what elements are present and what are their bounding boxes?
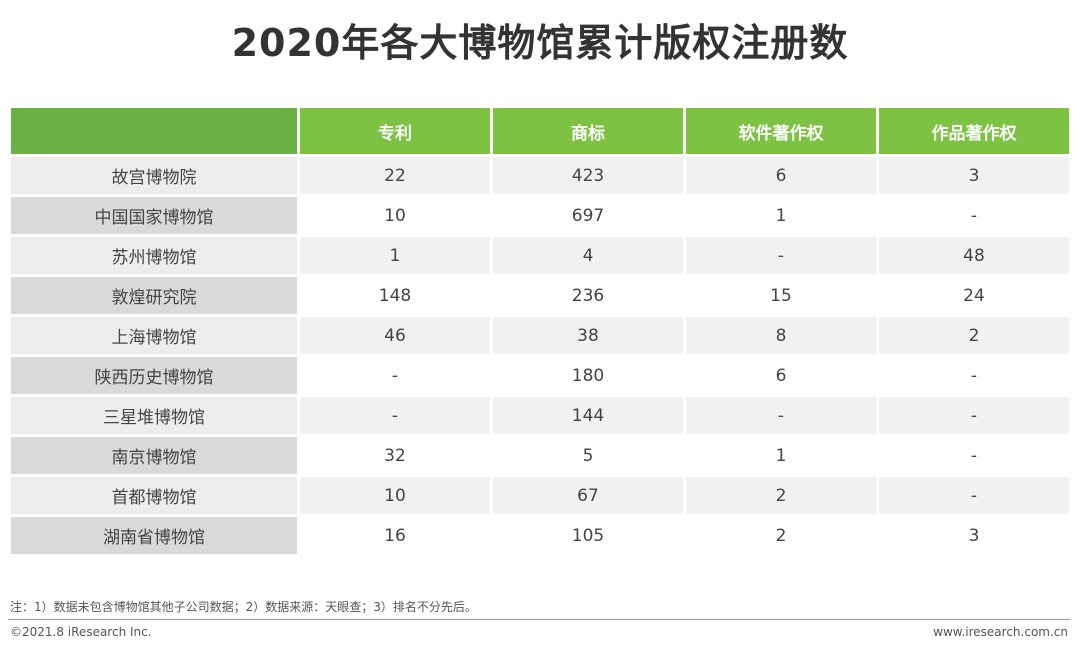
value-cell: - [879,397,1069,434]
value-cell: - [300,397,490,434]
column-header: 商标 [493,108,683,154]
row-name-cell: 陕西历史博物馆 [11,357,297,394]
column-header: 软件著作权 [686,108,876,154]
table-row: 苏州博物馆 1 4-48 [11,237,1069,274]
table-row: 中国国家博物馆 10 697 1- [11,197,1069,234]
table-row: 敦煌研究院 148 236 15 24 [11,277,1069,314]
value-cell: 423 [493,157,683,194]
website-text: www.iresearch.com.cn [933,625,1068,639]
row-name-cell: 三星堆博物馆 [11,397,297,434]
table-row: 南京博物馆 32 5 1- [11,437,1069,474]
row-name-cell: 湖南省博物馆 [11,517,297,554]
table-row: 故宫博物院 22 423 6 3 [11,157,1069,194]
value-cell: 180 [493,357,683,394]
row-name-cell: 中国国家博物馆 [11,197,297,234]
copyright-text: ©2021.8 iResearch Inc. [10,625,152,639]
row-name-cell: 敦煌研究院 [11,277,297,314]
column-header: 作品著作权 [879,108,1069,154]
table-row: 上海博物馆 46 38 8 2 [11,317,1069,354]
table-row: 陕西历史博物馆 -180 6- [11,357,1069,394]
value-cell: - [879,197,1069,234]
value-cell: - [879,357,1069,394]
value-cell: 10 [300,477,490,514]
footer-divider [8,619,1070,620]
table-row: 首都博物馆 10 67 2- [11,477,1069,514]
value-cell: - [686,397,876,434]
value-cell: 5 [493,437,683,474]
footnote: 注：1）数据未包含博物馆其他子公司数据；2）数据来源：天眼查；3）排名不分先后。 [10,600,477,614]
value-cell: 6 [686,157,876,194]
value-cell: 3 [879,517,1069,554]
value-cell: - [686,237,876,274]
value-cell: 2 [879,317,1069,354]
table-header-row: 专利 商标 软件著作权 作品著作权 [11,108,1069,154]
row-name-cell: 苏州博物馆 [11,237,297,274]
value-cell: - [879,477,1069,514]
value-cell: 38 [493,317,683,354]
value-cell: 22 [300,157,490,194]
value-cell: 105 [493,517,683,554]
value-cell: 3 [879,157,1069,194]
value-cell: 24 [879,277,1069,314]
row-name-cell: 南京博物馆 [11,437,297,474]
value-cell: 1 [686,437,876,474]
value-cell: 1 [686,197,876,234]
column-header: 专利 [300,108,490,154]
value-cell: 4 [493,237,683,274]
value-cell: - [300,357,490,394]
header-corner-cell [11,108,297,154]
value-cell: 32 [300,437,490,474]
value-cell: 236 [493,277,683,314]
page-title: 2020年各大博物馆累计版权注册数 [231,21,849,65]
table-body: 故宫博物院 22 423 6 3 中国国家博物馆 10 697 1- 苏州博物馆 1 4-48 敦煌研究… [11,157,1069,554]
value-cell: 1 [300,237,490,274]
value-cell: 48 [879,237,1069,274]
value-cell: 16 [300,517,490,554]
value-cell: 46 [300,317,490,354]
data-table: 专利 商标 软件著作权 作品著作权 故宫博物院 22 423 6 3 中国国家博物馆 10 6… [8,105,1072,557]
table-row: 湖南省博物馆 16 105 2 3 [11,517,1069,554]
value-cell: 148 [300,277,490,314]
value-cell: 2 [686,477,876,514]
row-name-cell: 上海博物馆 [11,317,297,354]
table-row: 三星堆博物馆 -144- - [11,397,1069,434]
value-cell: 144 [493,397,683,434]
value-cell: 6 [686,357,876,394]
value-cell: 10 [300,197,490,234]
row-name-cell: 首都博物馆 [11,477,297,514]
value-cell: 2 [686,517,876,554]
value-cell: 8 [686,317,876,354]
value-cell: 67 [493,477,683,514]
row-name-cell: 故宫博物院 [11,157,297,194]
value-cell: - [879,437,1069,474]
value-cell: 697 [493,197,683,234]
value-cell: 15 [686,277,876,314]
